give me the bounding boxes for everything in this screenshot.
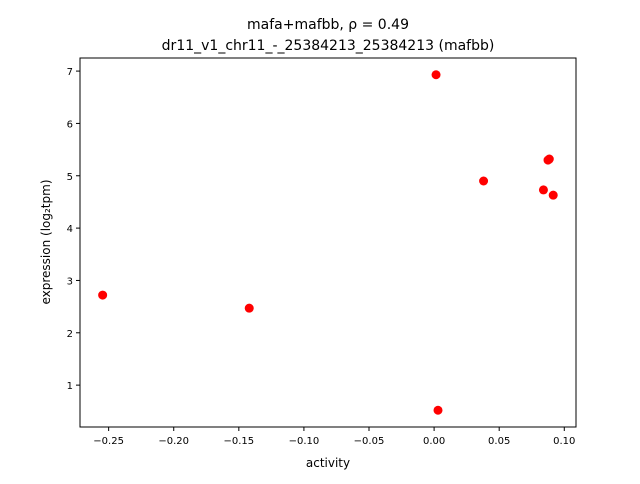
y-tick-label: 6 <box>67 119 73 130</box>
x-tick-label: 0.10 <box>553 436 575 447</box>
data-point <box>431 70 441 80</box>
chart-title-line2: dr11_v1_chr11_-_25384213_25384213 (mafbb… <box>162 38 495 54</box>
data-point <box>98 290 108 300</box>
data-point <box>479 176 489 186</box>
chart-title-line1: mafa+mafbb, ρ = 0.49 <box>247 17 409 33</box>
plot-area-frame <box>79 57 577 428</box>
x-axis-label: activity <box>306 456 350 470</box>
x-tick-label: −0.25 <box>93 436 124 447</box>
data-points <box>98 70 558 415</box>
y-axis-label: expression (log₂tpm) <box>39 179 53 304</box>
x-tick-label: −0.15 <box>223 436 254 447</box>
data-point <box>538 185 548 195</box>
data-point <box>544 154 554 164</box>
y-tick-label: 4 <box>67 224 73 235</box>
data-point <box>244 303 254 313</box>
x-tick-label: 0.00 <box>423 436 445 447</box>
data-point <box>548 190 558 200</box>
y-tick-label: 7 <box>67 67 73 78</box>
x-tick-label: −0.20 <box>158 436 189 447</box>
data-point <box>433 405 443 415</box>
x-tick-label: −0.05 <box>354 436 385 447</box>
x-axis-ticks: −0.25 −0.20 −0.15 −0.10 −0.05 0.00 0.05 0.10 <box>93 427 575 447</box>
x-tick-label: 0.05 <box>488 436 510 447</box>
y-tick-label: 2 <box>67 329 73 340</box>
y-axis-ticks: 1 2 3 4 5 6 7 <box>67 67 80 392</box>
y-tick-label: 3 <box>67 276 73 287</box>
x-tick-label: −0.10 <box>289 436 320 447</box>
y-tick-label: 5 <box>67 172 73 183</box>
y-tick-label: 1 <box>67 381 73 392</box>
